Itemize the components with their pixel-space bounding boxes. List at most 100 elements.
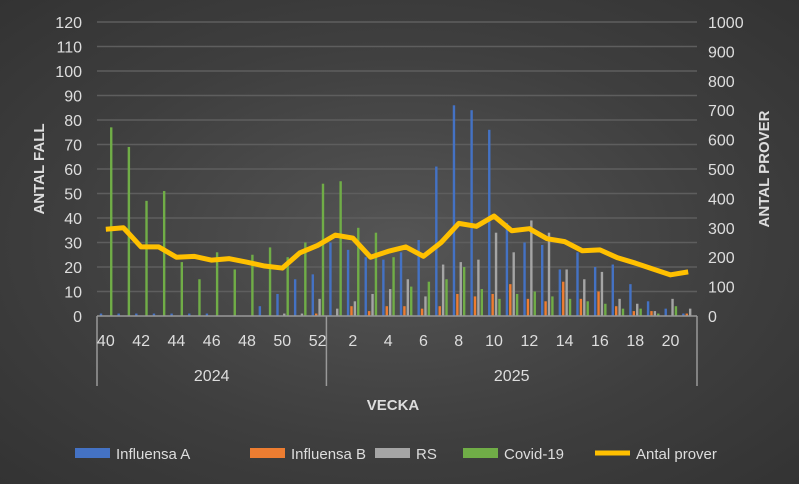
bar-influensa-a — [646, 301, 650, 316]
bar-rs — [636, 303, 639, 316]
bar-influensa-a — [170, 313, 173, 316]
bar-influensa-a — [135, 313, 138, 316]
bar-covid-19 — [462, 267, 466, 316]
x-tick-label: 46 — [203, 333, 221, 350]
bar-covid-19 — [533, 291, 536, 316]
x-tick-label: 18 — [626, 333, 644, 350]
x-tick-label: 48 — [238, 333, 256, 350]
bar-covid-19 — [427, 281, 431, 316]
bar-covid-19 — [145, 200, 148, 316]
bar-influensa-a — [593, 267, 597, 316]
bar-influensa-a — [188, 313, 191, 316]
bar-rs — [583, 279, 586, 316]
y-tick-label: 40 — [64, 211, 82, 228]
y2-tick-label: 200 — [708, 250, 735, 267]
y2-tick-label: 900 — [708, 44, 735, 61]
bar-covid-19 — [392, 257, 395, 316]
legend-swatch — [250, 448, 285, 458]
bar-covid-19 — [162, 191, 166, 316]
y2-axis-title: ANTAL PROVER — [756, 110, 773, 227]
bar-rs — [371, 293, 374, 316]
bar-influensa-a — [505, 222, 509, 316]
bar-covid-19 — [339, 181, 342, 316]
x-tick-label: 20 — [662, 333, 680, 350]
x-tick-label: 4 — [384, 333, 393, 350]
x-tick-label: 2 — [348, 333, 357, 350]
y2-tick-label: 800 — [708, 74, 735, 91]
gridlines — [97, 21, 697, 293]
bar-covid-19 — [286, 257, 289, 316]
x-tick-label: 8 — [454, 333, 463, 350]
bar-influensa-a — [576, 252, 579, 316]
legend-label: Influensa B — [291, 446, 366, 463]
bar-influensa-a — [399, 252, 403, 316]
legend-swatch — [375, 448, 410, 458]
bar-rs — [336, 308, 339, 316]
bar-influensa-b — [456, 293, 459, 316]
x-tick-label: 14 — [556, 333, 574, 350]
bar-influensa-b — [314, 313, 318, 316]
bar-influensa-a — [488, 129, 491, 316]
bar-covid-19 — [410, 286, 413, 316]
bar-influensa-a — [152, 313, 156, 316]
bar-rs — [406, 279, 410, 316]
x-tick-label: 10 — [485, 333, 503, 350]
bar-rs — [565, 269, 568, 316]
axes: 0 10 20 30 40 50 60 70 80 90 100 110 120 0 100 200 300 40… — [55, 15, 744, 386]
x-tick-label: 42 — [132, 333, 150, 350]
bar-influensa-a — [541, 244, 544, 316]
bar-influensa-b — [350, 306, 353, 316]
x-tick-label: 50 — [273, 333, 291, 350]
bar-influensa-a — [558, 269, 562, 316]
bar-influensa-b — [650, 311, 653, 316]
year-label: 2024 — [194, 368, 230, 385]
bar-covid-19 — [586, 301, 589, 316]
bar-influensa-a — [682, 313, 685, 316]
bar-rs — [671, 298, 674, 316]
bar-covid-19 — [304, 242, 307, 316]
y2-tick-label: 500 — [708, 162, 735, 179]
bar-rs — [353, 301, 357, 316]
bar-influensa-b — [614, 306, 618, 316]
bar-influensa-a — [435, 166, 438, 316]
bar-influensa-b — [438, 306, 441, 316]
bar-influensa-b — [420, 308, 424, 316]
bar-covid-19 — [268, 247, 272, 316]
bar-influensa-b — [632, 311, 636, 316]
y-tick-label: 70 — [64, 138, 82, 155]
y2-tick-label: 600 — [708, 133, 735, 150]
bar-rs — [318, 298, 321, 316]
bar-rs — [300, 313, 304, 316]
bar-covid-19 — [233, 269, 236, 316]
bar-influensa-b — [473, 296, 477, 316]
line-series — [105, 213, 689, 278]
y2-tick-label: 700 — [708, 103, 735, 120]
bar-rs — [547, 232, 551, 316]
y-tick-label: 100 — [55, 64, 82, 81]
y-tick-label: 10 — [64, 285, 82, 302]
bar-influensa-b — [385, 306, 388, 316]
bar-rs — [459, 262, 462, 316]
bar-covid-19 — [180, 262, 184, 316]
line-antal-prover — [105, 213, 689, 278]
bar-influensa-a — [276, 293, 279, 316]
bar-rs — [424, 296, 427, 316]
bar-influensa-a — [117, 313, 120, 316]
y-tick-label: 50 — [64, 187, 82, 204]
bar-rs — [388, 289, 392, 316]
x-tick-label: 16 — [591, 333, 609, 350]
bar-influensa-a — [346, 249, 350, 316]
bar-influensa-a — [664, 308, 667, 316]
y2-tick-label: 1000 — [708, 15, 744, 32]
bar-influensa-a — [329, 242, 332, 316]
bar-influensa-b — [597, 291, 600, 316]
bar-covid-19 — [110, 127, 113, 316]
bar-influensa-a — [364, 257, 367, 316]
bar-rs — [600, 271, 604, 316]
x-tick-label: 40 — [97, 333, 115, 350]
bar-influensa-a — [311, 274, 314, 316]
bar-influensa-b — [509, 284, 512, 316]
bar-covid-19 — [639, 308, 642, 316]
bar-covid-19 — [480, 289, 484, 316]
